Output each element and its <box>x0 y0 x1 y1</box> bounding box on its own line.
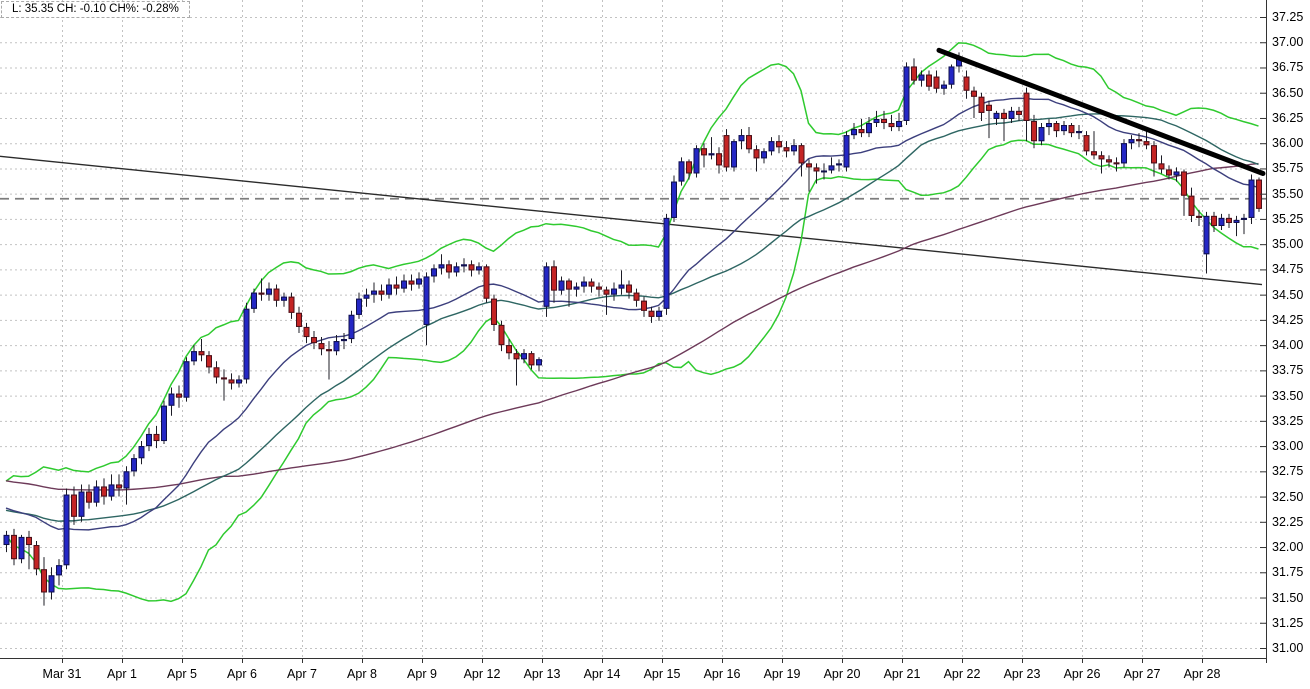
x-axis-tick-label: Apr 26 <box>1063 667 1101 681</box>
x-axis-tick-label: Apr 23 <box>1003 667 1041 681</box>
y-axis-tick-label: 33.75 <box>1272 363 1304 378</box>
y-axis-tick-label: 34.75 <box>1272 262 1304 277</box>
x-axis-tick-label: Apr 5 <box>167 667 197 681</box>
x-axis-tick-label: Apr 21 <box>883 667 921 681</box>
y-axis-tick-label: 34.00 <box>1272 338 1304 353</box>
y-axis-tick-label: 32.75 <box>1272 464 1304 479</box>
x-axis-tick-label: Apr 28 <box>1183 667 1221 681</box>
y-axis-tick-label: 32.25 <box>1272 514 1304 529</box>
x-axis-tick-label: Apr 13 <box>523 667 561 681</box>
y-axis-tick-label: 32.00 <box>1272 540 1304 555</box>
y-axis-tick-label: 32.50 <box>1272 489 1304 504</box>
y-axis-tick-label: 36.50 <box>1272 85 1304 100</box>
y-axis-tick-label: 35.50 <box>1272 186 1304 201</box>
y-axis-tick-label: 31.50 <box>1272 590 1304 605</box>
y-axis-tick-label: 31.00 <box>1272 641 1304 655</box>
y-axis-tick-label: 34.50 <box>1272 287 1304 302</box>
x-axis-tick-label: Apr 15 <box>643 667 681 681</box>
y-axis-tick-label: 35.00 <box>1272 237 1304 252</box>
y-axis-tick-label: 37.25 <box>1272 10 1304 24</box>
y-axis-tick-label: 31.75 <box>1272 565 1304 580</box>
y-axis-tick-label: 36.25 <box>1272 110 1304 125</box>
x-axis-tick-label: Apr 1 <box>107 667 137 681</box>
y-axis-tick-label: 33.25 <box>1272 413 1304 428</box>
y-axis-tick-label: 35.25 <box>1272 211 1304 226</box>
x-axis-tick-label: Apr 9 <box>407 667 437 681</box>
y-axis-tick-label: 33.00 <box>1272 439 1304 454</box>
quote-summary: L: 35.35 CH: -0.10 CH%: -0.28% <box>1 1 190 18</box>
x-axis-tick-label: Apr 16 <box>703 667 741 681</box>
y-axis-tick-label: 36.00 <box>1272 136 1304 151</box>
x-axis-tick-label: Apr 20 <box>823 667 861 681</box>
y-axis-tick-label: 34.25 <box>1272 312 1304 327</box>
y-axis-tick-label: 36.75 <box>1272 60 1304 75</box>
x-axis-tick-label: Apr 27 <box>1123 667 1161 681</box>
y-axis-tick-label: 37.00 <box>1272 35 1304 50</box>
quote-summary-text: L: 35.35 CH: -0.10 CH%: -0.28% <box>12 3 179 15</box>
x-axis-tick-label: Apr 7 <box>287 667 317 681</box>
x-axis-tick-label: Apr 14 <box>583 667 621 681</box>
x-axis-tick-label: Apr 22 <box>943 667 981 681</box>
x-axis-tick-label: Apr 12 <box>463 667 501 681</box>
x-axis-tick-label: Apr 6 <box>227 667 257 681</box>
y-axis-tick-label: 33.50 <box>1272 388 1304 403</box>
y-axis-tick-label: 31.25 <box>1272 615 1304 630</box>
x-axis-tick-label: Mar 31 <box>42 667 82 681</box>
y-axis-tick-label: 35.75 <box>1272 161 1304 176</box>
x-axis-tick-label: Apr 8 <box>347 667 377 681</box>
x-axis-tick-label: Apr 19 <box>763 667 801 681</box>
